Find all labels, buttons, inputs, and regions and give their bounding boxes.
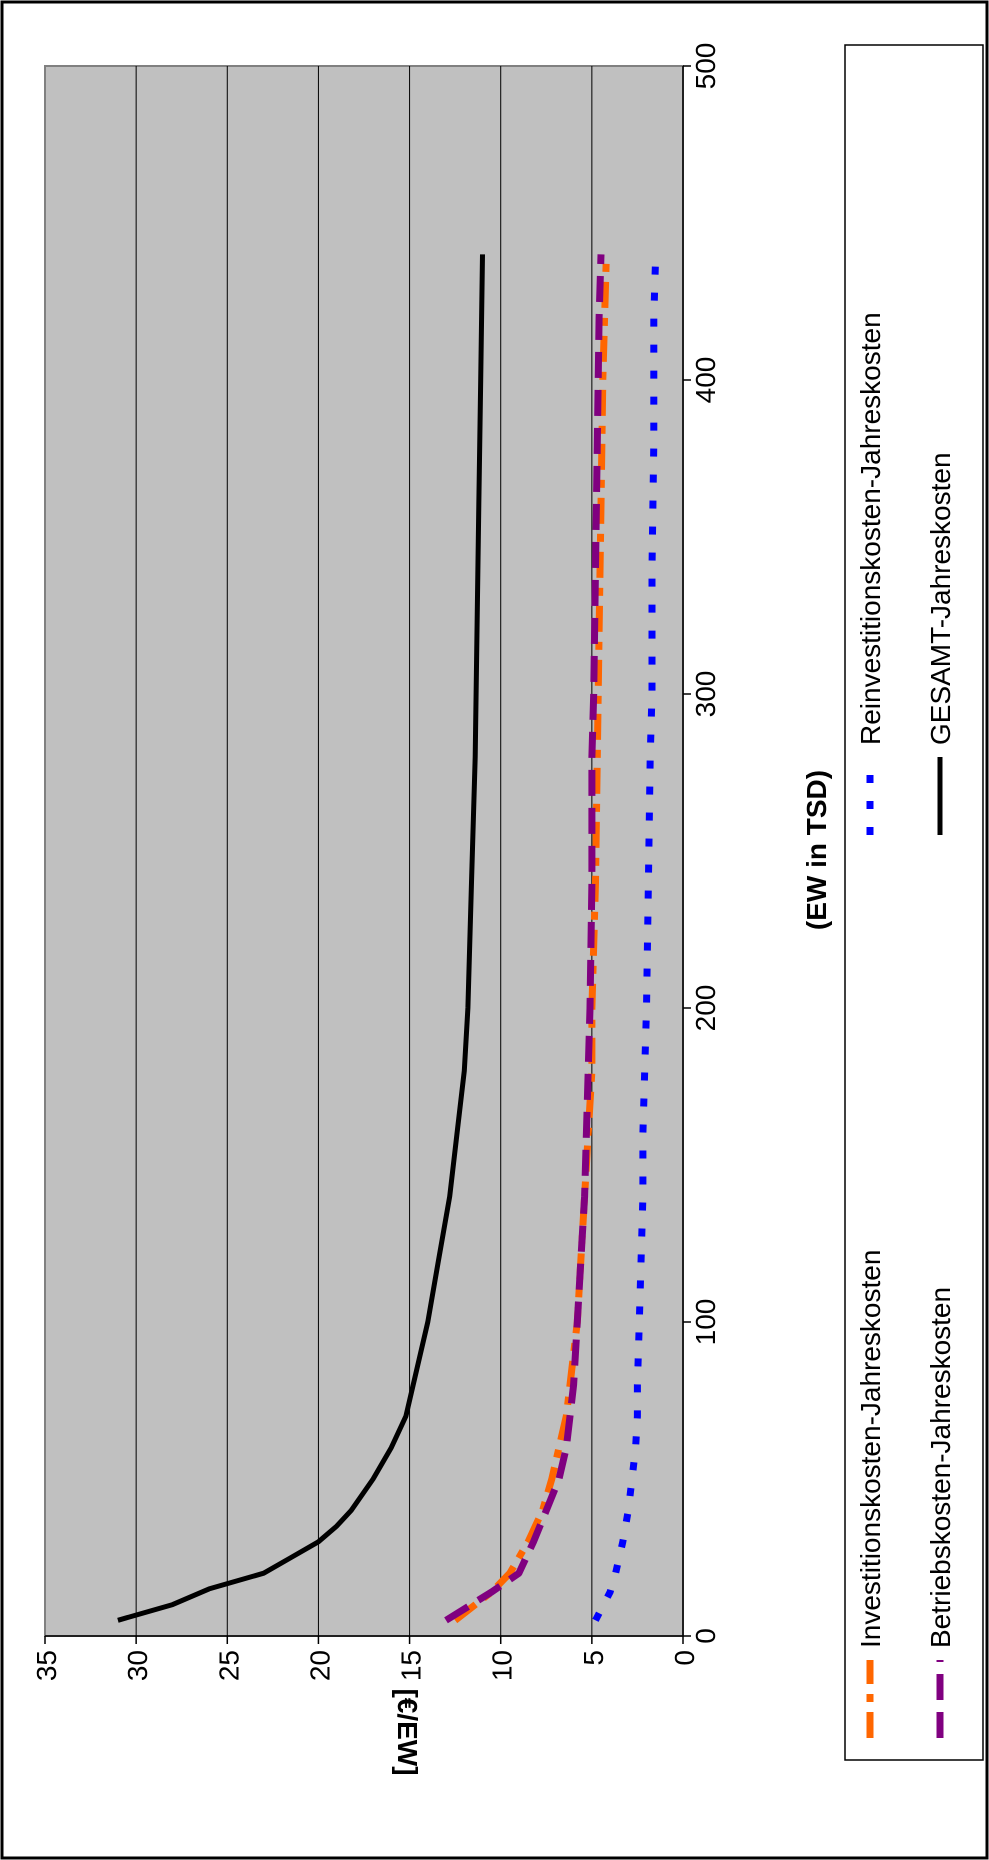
tick-labels: 0 5 10 15 20 25 30 35 0 100 200 300 400 500 xyxy=(31,43,721,1682)
axes xyxy=(44,65,691,1644)
series-line-investitionskosten-jahreskosten xyxy=(452,254,610,1624)
y-tick-label: 35 xyxy=(31,1650,62,1681)
data-series xyxy=(117,254,660,1624)
y-tick-label: 5 xyxy=(578,1650,609,1666)
x-tick-label: 500 xyxy=(690,43,721,90)
series-line-reinvestitionskosten-jahreskosten xyxy=(592,254,660,1622)
legend-label: Betriebskosten-Jahreskosten xyxy=(925,1287,956,1648)
x-axis-title: (EW in TSD) xyxy=(801,770,832,930)
y-tick-label: 10 xyxy=(487,1650,518,1681)
legend-label: GESAMT-Jahreskosten xyxy=(925,452,956,745)
legend-label: Reinvestitionskosten-Jahreskosten xyxy=(855,312,886,745)
series-line-betriebskosten-jahreskosten xyxy=(444,254,605,1624)
legend-label: Investitionskosten-Jahreskosten xyxy=(855,1250,886,1648)
legend-box xyxy=(844,44,984,1761)
x-tick-label: 300 xyxy=(690,671,721,718)
legend: Investitionskosten-Jahreskosten Betriebsk… xyxy=(844,44,984,1761)
y-tick-label: 25 xyxy=(213,1650,244,1681)
plot-area xyxy=(44,65,684,1637)
y-axis-title: [€/EW] xyxy=(392,1688,423,1775)
y-tick-label: 30 xyxy=(122,1650,153,1681)
x-tick-label: 0 xyxy=(690,1628,721,1644)
y-tick-label: 20 xyxy=(304,1650,335,1681)
gridlines xyxy=(135,66,593,1636)
x-tick-label: 100 xyxy=(690,1299,721,1346)
series-line-gesamt-jahreskosten xyxy=(117,254,485,1623)
y-tick-label: 15 xyxy=(396,1650,427,1681)
y-tick-label: 0 xyxy=(669,1650,700,1666)
x-tick-label: 400 xyxy=(690,357,721,404)
x-tick-label: 200 xyxy=(690,985,721,1032)
